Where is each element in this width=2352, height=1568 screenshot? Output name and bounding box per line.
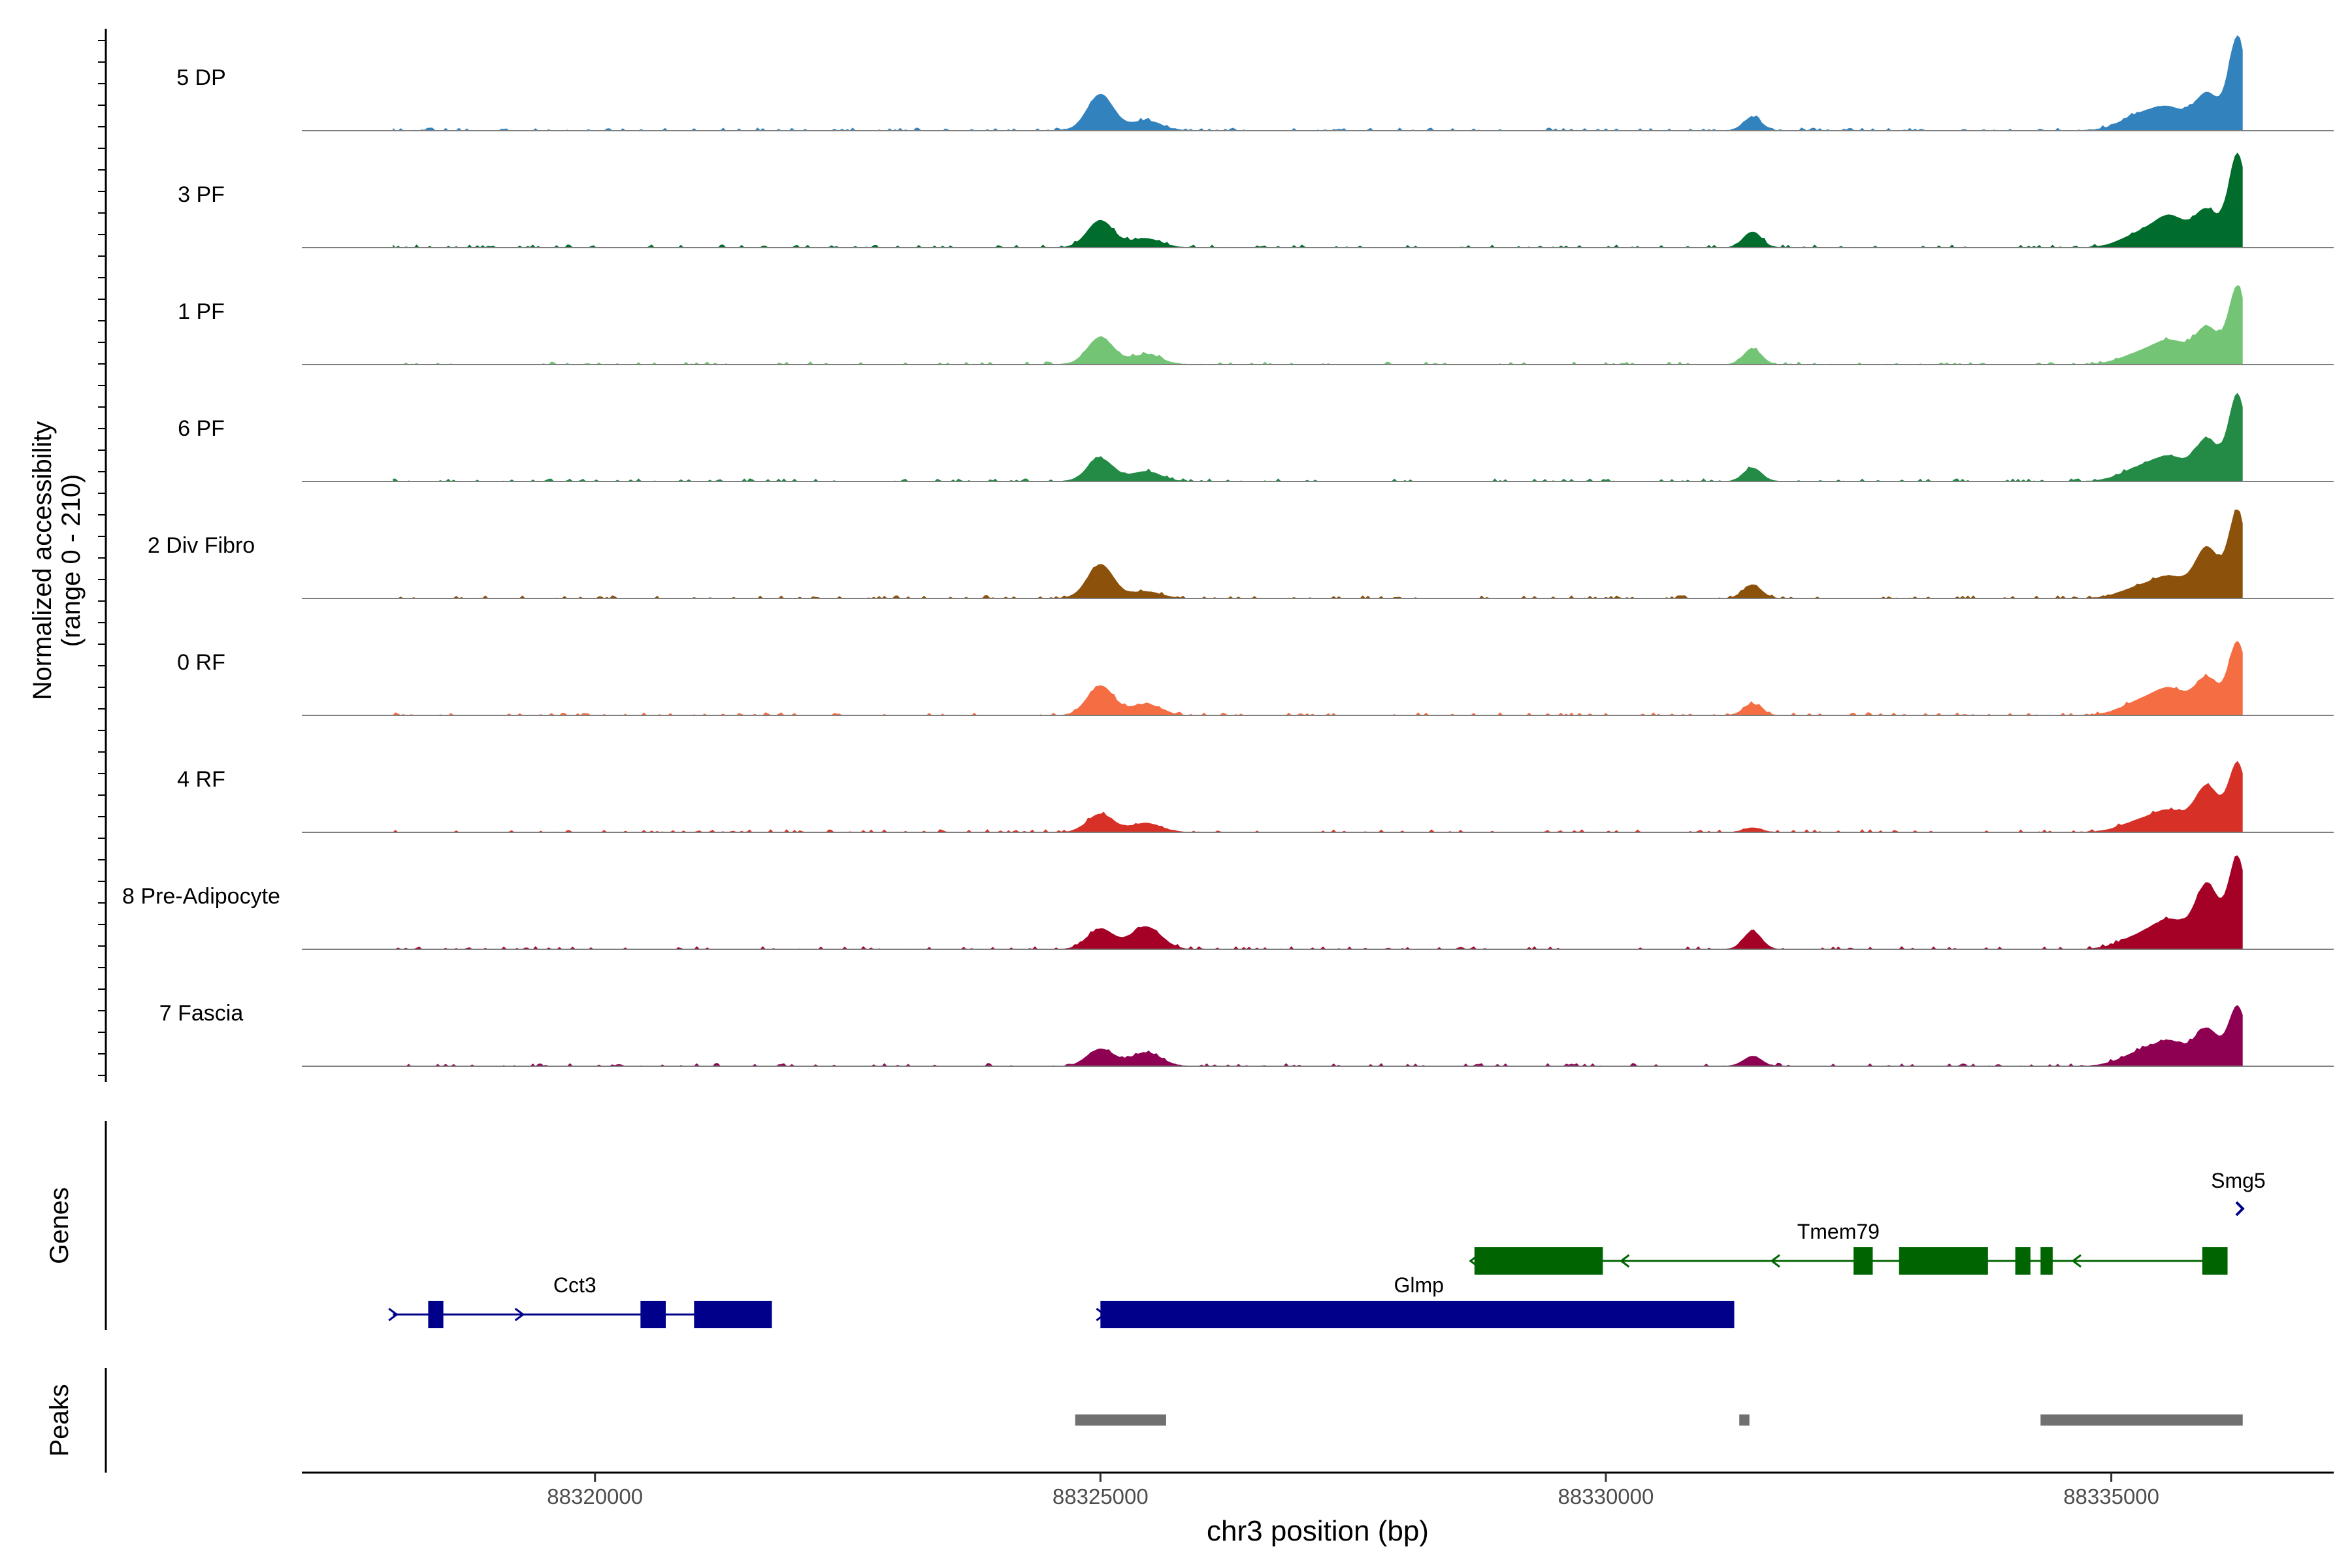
gene-strand-arrow xyxy=(514,1307,525,1322)
gene-exon xyxy=(694,1301,772,1328)
gene-label: Tmem79 xyxy=(1797,1220,1880,1243)
gene-exon xyxy=(2202,1247,2228,1275)
track-label: 8 Pre-Adipocyte xyxy=(122,884,280,909)
x-tick-label: 88320000 xyxy=(547,1484,643,1509)
gene-label: Glmp xyxy=(1394,1273,1443,1297)
gene-strand-arrow xyxy=(1770,1254,1780,1268)
x-axis-label: chr3 position (bp) xyxy=(1207,1515,1429,1547)
coverage-tracks: 5 DP 3 PF 1 PF 6 PF 2 Div Fibro 0 RF 4 RF 8 Pre… xyxy=(122,35,2334,1067)
y-axis-label-line1: Normalized accessibility xyxy=(28,421,57,700)
coverage-area xyxy=(393,760,2243,832)
coverage-area xyxy=(393,1005,2243,1066)
coverage-axis-ticks xyxy=(98,40,106,1076)
gene-exon xyxy=(1100,1301,1735,1328)
coverage-area xyxy=(393,393,2243,482)
gene-strand-arrow xyxy=(2235,1201,2245,1217)
x-tick-label: 88330000 xyxy=(1558,1484,1654,1509)
track-label: 0 RF xyxy=(177,650,225,675)
x-tick-label: 88325000 xyxy=(1053,1484,1149,1509)
peaks-panel-label: Peaks xyxy=(45,1384,74,1456)
y-axis-label-line2: (range 0 - 210) xyxy=(57,474,86,647)
gene-exon xyxy=(2040,1247,2053,1275)
coverage-area xyxy=(393,35,2243,131)
coverage-area xyxy=(393,152,2243,248)
track-label: 2 Div Fibro xyxy=(148,533,255,558)
coverage-area xyxy=(393,510,2243,598)
gene-annotations: Cct3 Glmp Tmem79 Smg5 xyxy=(388,1169,2266,1328)
track-label: 5 DP xyxy=(176,65,226,90)
gene-exon xyxy=(2015,1247,2031,1275)
coverage-area xyxy=(393,640,2243,715)
peak-annotations xyxy=(1075,1414,2243,1426)
peak-region xyxy=(1739,1414,1750,1426)
x-axis-ticks: 88320000 88325000 88330000 88335000 xyxy=(547,1473,2159,1509)
gene-exon xyxy=(1474,1247,1603,1275)
genes-panel-label: Genes xyxy=(45,1187,74,1264)
peak-region xyxy=(2040,1414,2243,1426)
gene-exon xyxy=(428,1301,444,1328)
track-label: 4 RF xyxy=(177,767,225,792)
gene-exon xyxy=(1899,1247,1988,1275)
coverage-area xyxy=(393,285,2243,365)
gene-label: Cct3 xyxy=(553,1273,596,1297)
coverage-area xyxy=(393,855,2243,949)
gene-strand-arrow xyxy=(388,1307,399,1322)
track-label: 7 Fascia xyxy=(159,1001,244,1026)
gene-label: Smg5 xyxy=(2211,1169,2266,1192)
peak-region xyxy=(1075,1414,1166,1426)
track-label: 3 PF xyxy=(178,182,225,207)
gene-exon xyxy=(640,1301,666,1328)
gene-exon xyxy=(1854,1247,1873,1275)
track-label: 6 PF xyxy=(178,416,225,441)
gene-strand-arrow xyxy=(1619,1254,1630,1268)
track-label: 1 PF xyxy=(178,299,225,324)
x-tick-label: 88335000 xyxy=(2063,1484,2159,1509)
gene-strand-arrow xyxy=(2071,1254,2082,1268)
